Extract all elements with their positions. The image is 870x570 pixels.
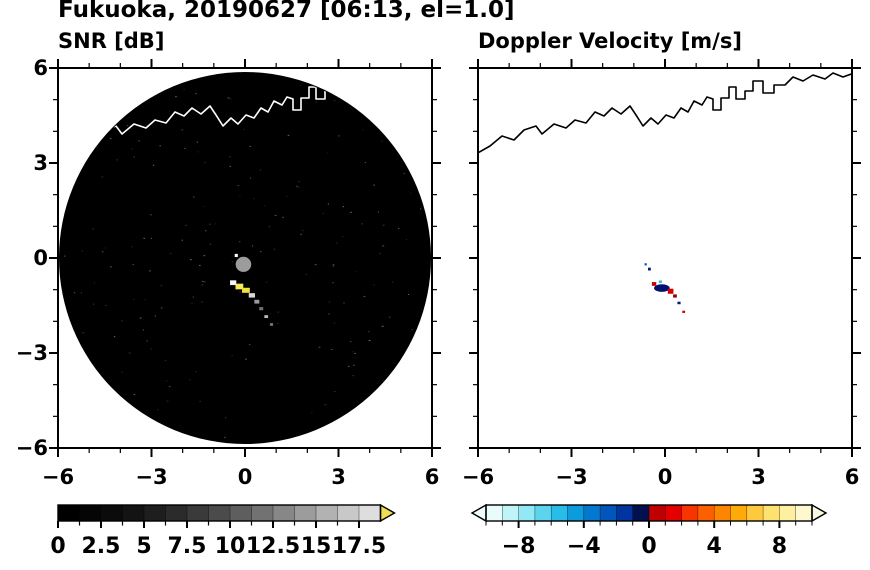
snr-x-tick-label: −3 [135,465,168,489]
snr-x-tick-label: −6 [41,465,75,489]
doppler-cbar-tick-label: 0 [641,534,657,559]
snr-x-tick-label: 3 [331,465,346,489]
snr-cbar-tick-label: 15 [300,534,332,559]
snr-cbar-tick-label: 10 [214,534,246,559]
snr-x-tick-label: 0 [237,465,253,489]
y-tick-label: −3 [15,341,48,365]
doppler-colorbar [470,503,828,528]
radar-echoes [644,263,686,313]
doppler-cbar-tick-label: −8 [501,534,536,559]
snr-panel [49,59,441,457]
doppler-cbar-tick-label: 8 [771,534,788,559]
figure-title: Fukuoka, 20190627 [06:13, el=1.0] [58,0,515,23]
doppler-cbar-tick-label: 4 [706,534,722,559]
doppler-x-tick-label: 3 [751,465,766,489]
snr-colorbar [57,503,396,528]
doppler-panel-title: Doppler Velocity [m/s] [478,29,742,53]
doppler-x-tick-label: −6 [461,465,495,489]
snr-cbar-tick-label: 7.5 [167,534,207,559]
coastline [478,72,852,154]
y-tick-label: 0 [33,246,48,270]
radar-echoes [230,253,274,326]
y-tick-label: 3 [33,151,48,175]
y-tick-label: 6 [33,56,48,80]
radar-noise-speckle [64,88,422,438]
doppler-x-tick-label: 0 [657,465,673,489]
snr-panel-title: SNR [dB] [58,29,165,53]
snr-cbar-tick-label: 12.5 [245,534,301,559]
doppler-cbar-tick-label: −4 [566,534,601,559]
snr-x-tick-label: 6 [424,465,440,489]
snr-cbar-tick-label: 0 [50,534,66,559]
snr-cbar-tick-label: 17.5 [331,534,387,559]
y-tick-label: −6 [15,436,48,460]
doppler-x-tick-label: 6 [844,465,860,489]
snr-cbar-tick-label: 2.5 [81,534,121,559]
doppler-panel [469,59,861,457]
snr-cbar-tick-label: 5 [136,534,152,559]
doppler-x-tick-label: −3 [555,465,588,489]
